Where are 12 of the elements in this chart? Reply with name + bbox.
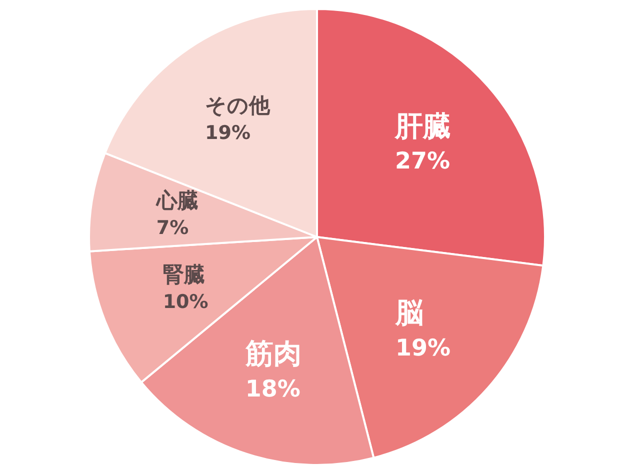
data-label: 27% [395,148,450,174]
slice-label: その他 [205,94,272,118]
data-label: 18% [245,376,300,402]
data-label: 19% [396,335,451,362]
data-label: 19% [205,122,251,144]
slice-label: 脳 [394,296,424,330]
slice-label: 筋肉 [244,337,302,370]
data-label: 7% [156,217,189,239]
slice-label: 肝臓 [394,109,452,142]
slice-label: 腎臓 [162,262,205,287]
data-label: 10% [162,291,208,314]
slice-label: 心臓 [155,188,198,213]
